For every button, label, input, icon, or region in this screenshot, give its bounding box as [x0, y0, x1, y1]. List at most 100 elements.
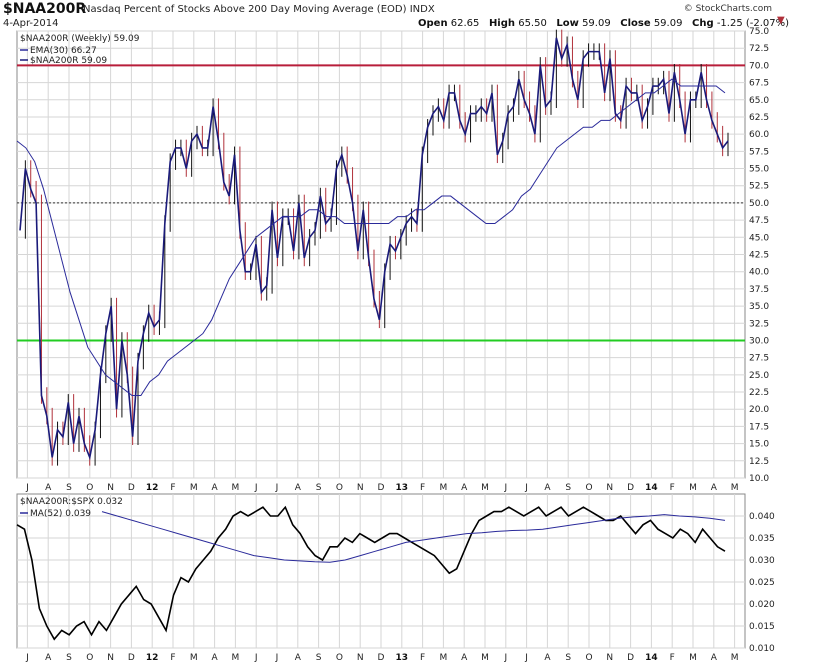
main-x-tick-label: A	[295, 483, 302, 493]
main-x-tick-label: 12	[146, 483, 159, 493]
lower-x-tick-label: 12	[146, 653, 159, 663]
main-y-tick-label: 47.5	[749, 216, 769, 226]
main-y-tick-label: 27.5	[749, 354, 769, 364]
chg-value: -1.25 (-2.07%)	[716, 18, 790, 29]
lower-x-tick-label: J	[275, 653, 279, 663]
main-x-tick-label: O	[585, 483, 592, 493]
low-label: Low	[556, 18, 579, 29]
lower-legend: $NAA200R:$SPX 0.032 MA(52) 0.039	[20, 497, 123, 519]
lower-x-tick-label: N	[606, 653, 613, 663]
main-y-tick-label: 72.5	[749, 44, 769, 54]
legend-line: $NAA200R 59.09	[30, 56, 107, 66]
main-x-tick-label: M	[731, 483, 739, 493]
quote-summary: Open 62.65 High 65.50 Low 59.09 Close 59…	[418, 18, 789, 29]
main-legend: $NAA200R (Weekly) 59.09 EMA(30) 66.27 $N…	[20, 34, 140, 66]
lower-y-tick-label: 0.015	[749, 622, 775, 632]
lower-y-tick-label: 0.010	[749, 644, 775, 654]
legend-ratio: $NAA200R:$SPX 0.032	[20, 497, 123, 507]
main-y-tick-label: 35.0	[749, 302, 769, 312]
main-y-tick-label: 42.5	[749, 251, 769, 261]
main-x-tick-label: O	[336, 483, 343, 493]
main-x-tick-label: A	[461, 483, 468, 493]
low-value: 59.09	[582, 18, 611, 29]
lower-x-tick-label: D	[128, 653, 135, 663]
description-text: Nasdaq Percent of Stocks Above 200 Day M…	[83, 4, 407, 15]
lower-x-tick-label: F	[420, 653, 425, 663]
main-series-lines	[16, 37, 729, 461]
main-x-tick-label: M	[689, 483, 697, 493]
main-x-tick-label: 14	[645, 483, 658, 493]
lower-x-tick-label: S	[565, 653, 571, 663]
lower-x-tick-label: A	[45, 653, 52, 663]
down-arrow-icon: ▼	[777, 15, 785, 26]
lower-x-tick-label: D	[378, 653, 385, 663]
main-x-tick-label: S	[565, 483, 571, 493]
main-y-tick-label: 17.5	[749, 422, 769, 432]
lower-x-tick-label: J	[524, 653, 528, 663]
main-y-tick-label: 55.0	[749, 165, 769, 175]
main-x-tick-label: N	[606, 483, 613, 493]
lower-x-tick-label: 13	[396, 653, 409, 663]
main-x-tick-label: S	[66, 483, 72, 493]
lower-x-tick-label: O	[585, 653, 592, 663]
lower-x-axis: J A S O N D 12 F M A M J J A S O N D 13 F M A M J J A S O N D 14 F M A M	[25, 653, 738, 663]
lower-x-tick-label: M	[440, 653, 448, 663]
lower-x-tick-label: O	[336, 653, 343, 663]
lower-x-tick-label: M	[190, 653, 198, 663]
main-x-tick-label: J	[275, 483, 279, 493]
main-x-tick-label: F	[420, 483, 425, 493]
main-y-tick-label: 75.0	[749, 27, 769, 37]
lower-x-tick-label: D	[627, 653, 634, 663]
high-value: 65.50	[518, 18, 547, 29]
main-x-axis: J A S O N D 12 F M A M J J A S O N D 13 F M A M J J A S O N D 14 F M A M	[25, 483, 738, 493]
main-y-tick-label: 15.0	[749, 440, 769, 450]
reference-lines	[17, 64, 745, 342]
lower-x-tick-label: 14	[645, 653, 658, 663]
open-value: 62.65	[450, 18, 480, 29]
lower-x-tick-label: M	[689, 653, 697, 663]
lower-x-tick-label: J	[503, 653, 507, 663]
main-y-tick-label: 67.5	[749, 79, 769, 89]
main-x-tick-label: D	[627, 483, 634, 493]
high-label: High	[488, 18, 516, 29]
source-credit[interactable]: © StockCharts.com	[683, 4, 772, 14]
lower-x-tick-label: N	[357, 653, 364, 663]
main-x-tick-label: M	[232, 483, 240, 493]
main-x-tick-label: N	[107, 483, 114, 493]
main-x-tick-label: O	[86, 483, 93, 493]
main-x-tick-label: J	[254, 483, 258, 493]
main-y-tick-label: 22.5	[749, 388, 769, 398]
ma-line	[101, 511, 726, 563]
lower-x-tick-label: M	[731, 653, 739, 663]
main-y-tick-label: 37.5	[749, 285, 769, 295]
main-x-tick-label: 13	[396, 483, 409, 493]
main-x-tick-label: M	[190, 483, 198, 493]
lower-y-axis: 0.010 0.015 0.020 0.025 0.030 0.035 0.040	[749, 512, 775, 654]
main-y-tick-label: 10.0	[749, 474, 769, 484]
main-y-tick-label: 20.0	[749, 405, 769, 415]
lower-x-tick-label: A	[461, 653, 468, 663]
lower-x-tick-label: F	[670, 653, 675, 663]
main-x-tick-label: J	[503, 483, 507, 493]
main-x-tick-label: A	[212, 483, 219, 493]
main-y-tick-label: 52.5	[749, 182, 769, 192]
main-x-tick-label: S	[316, 483, 322, 493]
lower-series-lines	[16, 505, 726, 641]
lower-x-tick-label: A	[212, 653, 219, 663]
lower-x-tick-label: A	[711, 653, 718, 663]
symbol-title: $NAA200R	[3, 1, 87, 17]
main-y-tick-label: 50.0	[749, 199, 769, 209]
main-y-tick-label: 12.5	[749, 457, 769, 467]
chart-header: $NAA200R Nasdaq Percent of Stocks Above …	[0, 0, 820, 32]
legend-series: $NAA200R (Weekly) 59.09	[20, 34, 140, 44]
lower-y-tick-label: 0.040	[749, 512, 775, 522]
main-y-tick-label: 45.0	[749, 233, 769, 243]
main-x-tick-label: F	[670, 483, 675, 493]
legend-ema: EMA(30) 66.27	[30, 46, 97, 56]
lower-x-tick-label: A	[544, 653, 551, 663]
chart-date: 4-Apr-2014	[3, 18, 59, 29]
main-y-tick-label: 25.0	[749, 371, 769, 381]
main-y-axis: 10.0 12.5 15.0 17.5 20.0 22.5 25.0 27.5 30.0 32.5…	[749, 27, 769, 484]
main-y-tick-label: 32.5	[749, 319, 769, 329]
open-label: Open	[418, 18, 448, 29]
